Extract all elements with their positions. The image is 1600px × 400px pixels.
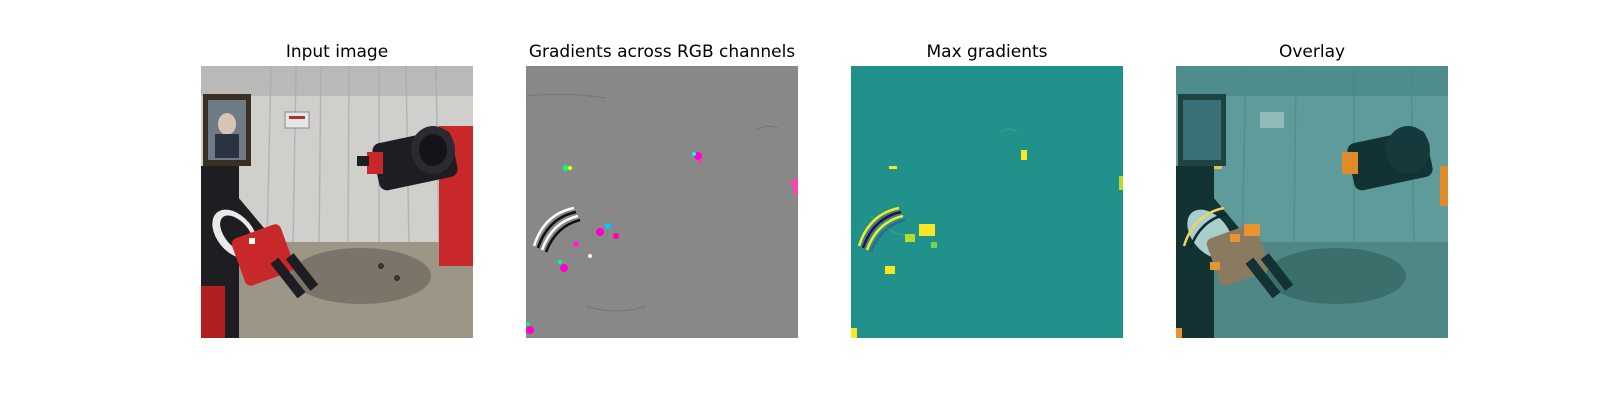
robot-scene-illustration xyxy=(201,66,473,338)
max-gradients-image xyxy=(851,66,1123,338)
panel-title: Gradients across RGB channels xyxy=(528,42,796,62)
panel-title: Overlay xyxy=(1278,42,1346,62)
overlay-illustration xyxy=(1176,66,1448,338)
panel-title: Max gradients xyxy=(926,42,1048,62)
max-gradient-heatmap xyxy=(851,66,1123,338)
panel-title: Input image xyxy=(285,42,389,62)
input-image xyxy=(201,66,473,338)
overlay-image xyxy=(1176,66,1448,338)
panel-input-image: Input image xyxy=(201,38,473,338)
gradients-rgb-image xyxy=(526,66,798,338)
panel-gradients-rgb: Gradients across RGB channels xyxy=(526,38,798,338)
panel-overlay: Overlay xyxy=(1176,38,1448,338)
panel-max-gradients: Max gradients xyxy=(851,38,1123,338)
rgb-gradient-illustration xyxy=(526,66,798,338)
